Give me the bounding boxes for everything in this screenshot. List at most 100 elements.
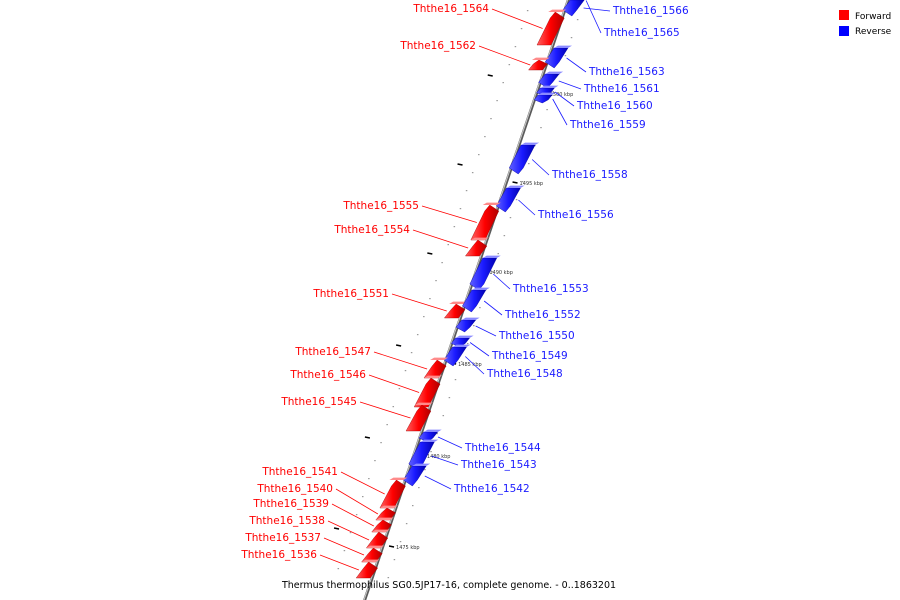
gene-arrow — [423, 359, 447, 379]
gene-label[interactable]: Ththe16_1552 — [504, 309, 581, 321]
track-dot — [471, 172, 474, 174]
gene-label[interactable]: Ththe16_1543 — [460, 459, 537, 471]
gene-top-face — [366, 545, 385, 548]
gene-label[interactable]: Ththe16_1564 — [412, 3, 489, 15]
gene-Ththe16_1563[interactable] — [544, 45, 572, 69]
gene-Ththe16_1537[interactable] — [361, 545, 385, 563]
gene-Ththe16_1551[interactable] — [443, 301, 468, 319]
tick-mark-minor — [395, 344, 402, 347]
track-dot — [355, 514, 358, 516]
gene-top-face — [506, 185, 525, 188]
gene-label[interactable]: Ththe16_1561 — [583, 83, 660, 95]
gene-Ththe16_1562[interactable] — [528, 57, 550, 71]
gene-label[interactable]: Ththe16_1540 — [256, 483, 333, 495]
gene-Ththe16_1552[interactable] — [462, 287, 490, 313]
gene-label[interactable]: Ththe16_1556 — [537, 209, 614, 221]
gene-top-face — [545, 71, 564, 74]
leader-line — [421, 205, 477, 223]
gene-arrow — [443, 303, 466, 319]
track-dot — [473, 325, 475, 327]
legend: Forward Reverse — [839, 10, 892, 37]
gene-Ththe16_1555[interactable] — [470, 202, 501, 241]
gene-Ththe16_1559[interactable] — [533, 92, 557, 104]
track-dot — [514, 46, 517, 48]
tick-label: 1500 kbp — [550, 92, 574, 98]
gene-Ththe16_1539[interactable] — [371, 517, 394, 533]
gene-arrow — [355, 561, 378, 579]
track-dot — [380, 442, 382, 444]
gene-Ththe16_1549[interactable] — [451, 335, 474, 348]
gene-label[interactable]: Ththe16_1539 — [252, 498, 329, 510]
gene-Ththe16_1544[interactable] — [418, 429, 442, 443]
track-dot — [526, 10, 529, 12]
track-dot — [515, 199, 518, 201]
legend-reverse-label: Reverse — [855, 27, 892, 37]
gene-label[interactable]: Ththe16_1544 — [464, 442, 541, 454]
gene-label[interactable]: Ththe16_1538 — [248, 515, 325, 527]
gene-Ththe16_1546[interactable] — [413, 375, 443, 408]
track-dot — [399, 541, 402, 543]
gene-label[interactable]: Ththe16_1558 — [551, 169, 628, 181]
gene-label[interactable]: Ththe16_1549 — [491, 350, 568, 362]
leader-line — [412, 229, 469, 249]
gene-label[interactable]: Ththe16_1536 — [240, 549, 317, 561]
gene-arrow — [361, 547, 383, 563]
gene-label[interactable]: Ththe16_1566 — [612, 5, 689, 17]
track-dot — [418, 487, 420, 489]
gene-Ththe16_1558[interactable] — [508, 142, 540, 175]
gene-Ththe16_1541[interactable] — [379, 477, 408, 509]
gene-top-face — [471, 287, 490, 290]
track-dot — [411, 505, 414, 507]
track-dot — [479, 307, 481, 309]
gene-Ththe16_1566[interactable] — [562, 0, 588, 17]
gene-label[interactable]: Ththe16_1565 — [603, 27, 680, 39]
gene-Ththe16_1538[interactable] — [365, 529, 390, 549]
gene-Ththe16_1554[interactable] — [465, 237, 489, 257]
gene-arrow — [465, 239, 488, 257]
gene-label[interactable]: Ththe16_1560 — [576, 100, 653, 112]
gene-label[interactable]: Ththe16_1553 — [512, 283, 589, 295]
track-dot — [416, 334, 419, 336]
gene-label[interactable]: Ththe16_1563 — [588, 66, 665, 78]
gene-label[interactable]: Ththe16_1559 — [569, 119, 646, 131]
gene-Ththe16_1536[interactable] — [355, 559, 380, 579]
track-dot — [540, 127, 542, 129]
gene-label[interactable]: Ththe16_1547 — [294, 346, 371, 358]
track-dot — [349, 532, 352, 534]
gene-label[interactable]: Ththe16_1548 — [486, 368, 563, 380]
leader-line — [566, 57, 587, 73]
leader-line — [437, 436, 463, 449]
gene-label[interactable]: Ththe16_1554 — [333, 224, 410, 236]
gene-label[interactable]: Ththe16_1546 — [289, 369, 366, 381]
gene-Ththe16_1545[interactable] — [405, 402, 433, 432]
legend-reverse-swatch — [839, 26, 849, 36]
tick-label: 1480 kbp — [427, 454, 451, 460]
gene-label[interactable]: Ththe16_1537 — [244, 532, 321, 544]
gene-Ththe16_1556[interactable] — [496, 185, 525, 213]
track-dot — [337, 568, 340, 570]
gene-arrow — [536, 11, 565, 46]
track-dot — [509, 217, 512, 219]
gene-label[interactable]: Ththe16_1551 — [312, 288, 389, 300]
gene-Ththe16_1540[interactable] — [375, 505, 398, 521]
gene-label[interactable]: Ththe16_1555 — [342, 200, 419, 212]
gene-label[interactable]: Ththe16_1542 — [453, 483, 530, 495]
gene-top-face — [482, 255, 501, 258]
gene-Ththe16_1553[interactable] — [469, 255, 501, 291]
gene-Ththe16_1547[interactable] — [423, 357, 449, 379]
tick-label: 1485 kbp — [458, 362, 482, 368]
gene-top-face — [424, 375, 443, 378]
tick-mark — [388, 545, 395, 548]
gene-top-face — [461, 317, 480, 320]
gene-label[interactable]: Ththe16_1545 — [280, 396, 357, 408]
gene-label[interactable]: Ththe16_1541 — [261, 466, 338, 478]
gene-Ththe16_1550[interactable] — [455, 317, 480, 333]
gene-Ththe16_1561[interactable] — [538, 71, 564, 89]
gene-label[interactable]: Ththe16_1550 — [498, 330, 575, 342]
gene-Ththe16_1564[interactable] — [536, 9, 567, 46]
gene-arrow — [371, 519, 392, 533]
track-dot — [570, 37, 573, 39]
gene-label[interactable]: Ththe16_1562 — [399, 40, 476, 52]
gene-Ththe16_1542[interactable] — [403, 463, 431, 487]
